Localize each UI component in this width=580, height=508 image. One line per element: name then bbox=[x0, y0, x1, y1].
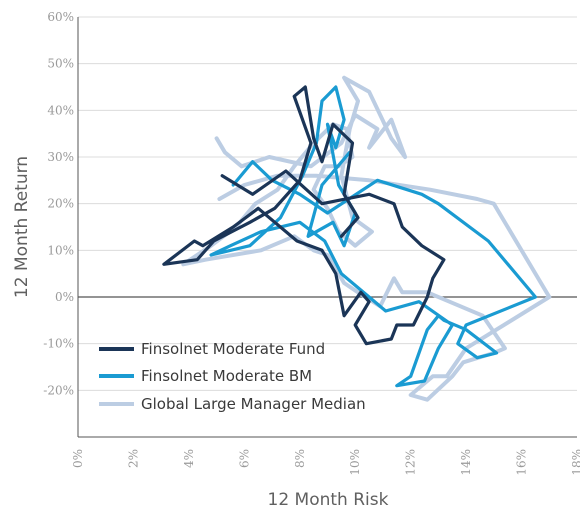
y-tick-label: -10% bbox=[43, 337, 74, 351]
legend-label: Finsolnet Moderate Fund bbox=[141, 340, 325, 358]
x-tick-label: 4% bbox=[182, 449, 196, 468]
legend: Finsolnet Moderate Fund Finsolnet Moderat… bbox=[99, 340, 366, 413]
legend-label: Finsolnet Moderate BM bbox=[141, 367, 312, 385]
y-tick-label: 40% bbox=[47, 103, 74, 117]
x-tick-label: 2% bbox=[126, 449, 140, 468]
y-tick-label: 0% bbox=[55, 290, 74, 304]
x-axis-title: 12 Month Risk bbox=[268, 490, 389, 508]
axes bbox=[77, 17, 577, 438]
x-tick-label: 6% bbox=[237, 449, 251, 468]
gridlines bbox=[78, 16, 577, 391]
x-tick-label: 12% bbox=[404, 449, 418, 476]
y-tick-label: 50% bbox=[47, 57, 74, 71]
x-tick-label: 18% bbox=[570, 449, 580, 476]
x-tick-label: 14% bbox=[459, 449, 473, 476]
y-tick-label: 20% bbox=[47, 197, 74, 211]
y-tick-label: 10% bbox=[47, 243, 74, 257]
y-tick-label: -20% bbox=[43, 383, 74, 397]
series-line-1 bbox=[209, 85, 537, 388]
x-tick-label: 8% bbox=[293, 449, 307, 468]
y-tick-label: 60% bbox=[47, 10, 74, 24]
x-tick-label: 16% bbox=[515, 449, 529, 476]
y-tick-label: 30% bbox=[47, 150, 74, 164]
series-line-0 bbox=[162, 85, 446, 346]
tick-labels: -20% -10% 0% 10% 20% 30% 40% 50% 60% 0% 2% 4% 6% 8% 10… bbox=[43, 10, 580, 476]
legend-label: Global Large Manager Median bbox=[141, 395, 366, 413]
x-tick-label: 0% bbox=[71, 449, 85, 468]
series-lines bbox=[162, 75, 552, 402]
y-axis-title: 12 Month Return bbox=[12, 156, 32, 298]
x-tick-label: 10% bbox=[348, 449, 362, 476]
